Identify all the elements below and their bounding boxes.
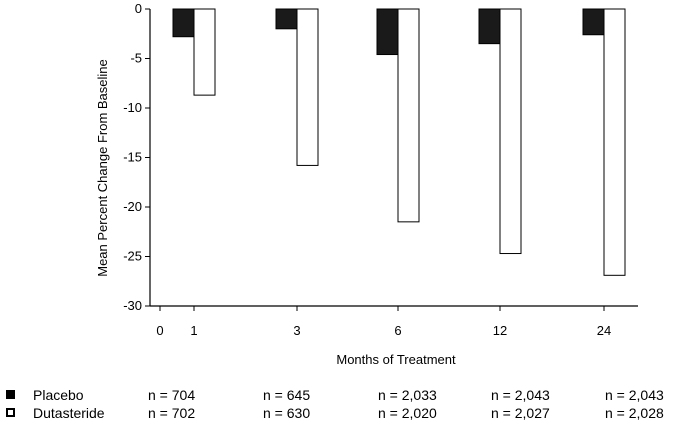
bar-chart: Mean Percent Change From Baseline Months…: [95, 1, 638, 367]
bar-placebo: [582, 8, 605, 36]
x-tick-label: 1: [190, 323, 197, 338]
y-tick-label: -30: [123, 298, 142, 313]
y-tick-label: -15: [123, 150, 142, 165]
x-tick-label: 12: [493, 323, 507, 338]
legend-label-placebo: Placebo: [33, 387, 84, 403]
bar-dutasteride: [193, 8, 216, 96]
dutasteride-swatch: [6, 408, 15, 417]
y-tick-label: -20: [123, 199, 142, 214]
x-tick-label: 24: [597, 323, 611, 338]
n-count: n = 630: [263, 405, 311, 421]
n-count: n = 645: [263, 387, 311, 403]
x-axis-label: Months of Treatment: [336, 352, 456, 367]
y-tick-label: 0: [135, 1, 142, 16]
n-count: n = 2,043: [605, 387, 664, 403]
bar-dutasteride: [603, 8, 626, 276]
legend-label-dutasteride: Dutasteride: [33, 405, 105, 421]
x-tick-label: 6: [394, 323, 401, 338]
n-count: n = 2,020: [378, 405, 437, 421]
y-tick-label: -5: [130, 51, 142, 66]
bar-placebo: [275, 8, 298, 30]
n-count: n = 2,028: [605, 405, 664, 421]
y-tick-label: -25: [123, 249, 142, 264]
n-count: n = 702: [148, 405, 196, 421]
n-count: n = 704: [148, 387, 196, 403]
bar-placebo: [376, 8, 399, 56]
bar-placebo: [478, 8, 501, 45]
bar-placebo: [172, 8, 195, 38]
bar-dutasteride: [397, 8, 420, 223]
n-count: n = 2,033: [378, 387, 437, 403]
n-count: n = 2,043: [491, 387, 550, 403]
x-tick-label: 3: [293, 323, 300, 338]
y-axis-label: Mean Percent Change From Baseline: [95, 59, 110, 277]
bar-dutasteride: [296, 8, 319, 166]
placebo-swatch: [6, 390, 15, 399]
x-tick-label: 0: [156, 323, 163, 338]
n-count: n = 2,027: [491, 405, 550, 421]
y-tick-label: -10: [123, 100, 142, 115]
bar-dutasteride: [499, 8, 522, 255]
